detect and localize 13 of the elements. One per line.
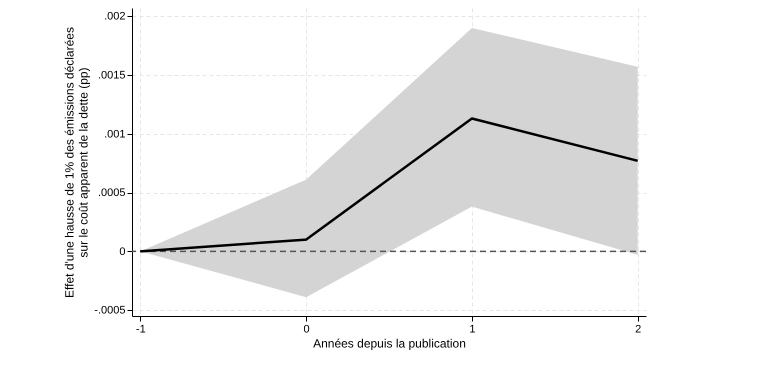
y-tick-label: .001 [104,128,126,140]
line-series [139,117,639,253]
y-tick-label: 0 [119,246,126,258]
x-tick-label: 1 [469,324,476,336]
x-tick-label: -1 [136,324,146,336]
y-tick-label: .0005 [98,187,126,200]
x-axis-title: Années depuis la publication [313,336,466,350]
x-tick-label: 2 [635,324,642,336]
x-tick-label: 0 [304,324,310,336]
y-axis-title: Effet d'une hausse de 1% des émissions déclarées sur le coût apparent de la dette (pp) [62,27,90,298]
y-tick-label: .002 [104,10,126,23]
y-tick-label: .0015 [98,70,126,82]
y-tick-label: -.0005 [94,304,126,317]
